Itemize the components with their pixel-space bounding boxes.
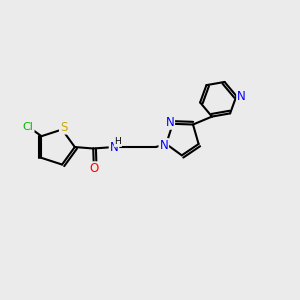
Text: N: N [237,90,246,103]
Text: N: N [159,139,168,152]
Text: H: H [115,137,121,146]
Text: N: N [165,116,174,129]
Text: N: N [110,140,118,154]
Text: Cl: Cl [23,122,34,132]
Text: S: S [60,121,67,134]
Text: O: O [89,162,98,175]
